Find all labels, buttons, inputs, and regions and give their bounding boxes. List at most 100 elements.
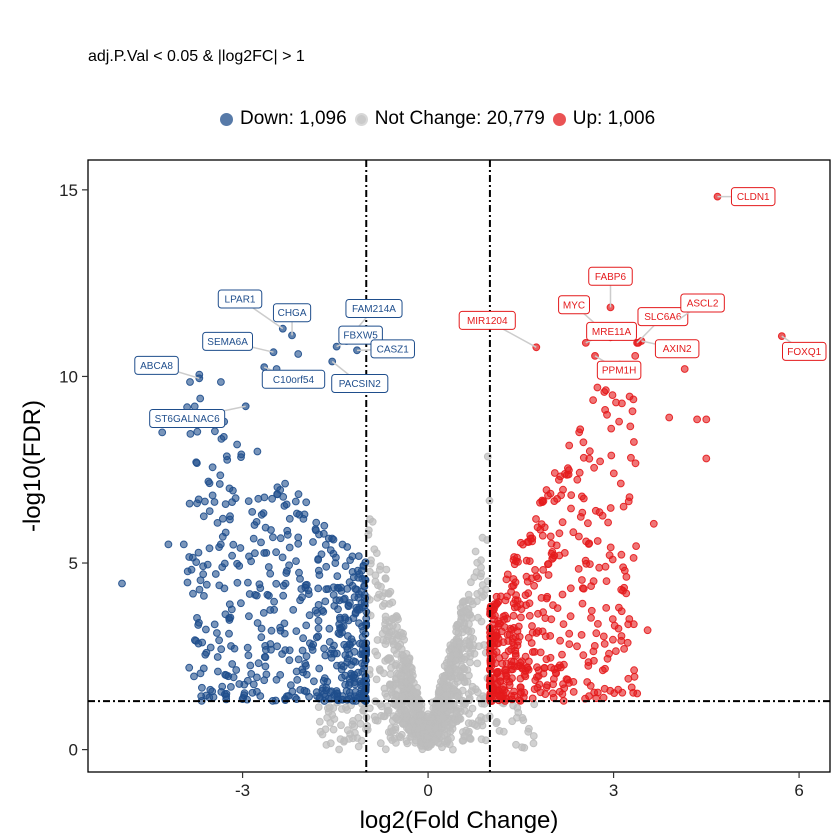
point-not-change bbox=[382, 565, 391, 574]
point-not-change bbox=[477, 617, 486, 626]
point-down bbox=[250, 521, 259, 529]
point-up bbox=[542, 486, 551, 494]
label-box-fbxw5 bbox=[338, 325, 383, 345]
point-down bbox=[314, 624, 323, 633]
point-down bbox=[311, 606, 320, 615]
point-up bbox=[608, 555, 617, 564]
point-up bbox=[499, 638, 508, 646]
point-not-change bbox=[392, 612, 401, 620]
label-box-axin2 bbox=[654, 339, 700, 359]
point-not-change bbox=[386, 670, 395, 678]
point-not-change bbox=[435, 701, 444, 709]
point-down bbox=[262, 549, 271, 557]
point-down bbox=[292, 627, 301, 635]
point-up bbox=[577, 631, 586, 639]
point-down bbox=[193, 427, 202, 436]
point-up bbox=[558, 690, 567, 698]
point-up bbox=[575, 532, 583, 541]
point-down bbox=[358, 574, 367, 583]
point-up bbox=[579, 453, 588, 462]
point-not-change bbox=[470, 649, 479, 658]
point-down bbox=[186, 430, 195, 438]
point-up bbox=[590, 463, 598, 472]
point-down bbox=[227, 683, 235, 691]
point-up bbox=[609, 635, 617, 644]
point-not-change bbox=[435, 730, 443, 739]
point-up bbox=[573, 642, 581, 651]
point-down bbox=[202, 648, 211, 657]
point-down bbox=[247, 670, 256, 678]
point-down bbox=[208, 463, 217, 472]
point-up bbox=[547, 549, 556, 558]
point-not-change bbox=[371, 571, 380, 580]
point-down bbox=[202, 580, 211, 589]
point-up bbox=[534, 574, 542, 583]
point-up bbox=[602, 577, 611, 585]
point-down bbox=[198, 638, 207, 647]
point-down bbox=[225, 600, 234, 609]
gene-label-fabp6: FABP6 bbox=[595, 272, 627, 283]
point-up bbox=[565, 679, 573, 687]
point-down bbox=[302, 498, 311, 507]
point-down bbox=[341, 562, 350, 570]
x-tick-label: 0 bbox=[423, 781, 432, 800]
point-down bbox=[264, 563, 273, 571]
point-up bbox=[555, 529, 564, 538]
point-up bbox=[603, 654, 612, 663]
point-up bbox=[521, 652, 530, 661]
point-not-change bbox=[446, 652, 455, 661]
point-not-change bbox=[477, 587, 486, 596]
point-down bbox=[158, 428, 167, 437]
point-not-change bbox=[428, 698, 437, 707]
point-up bbox=[525, 599, 534, 608]
point-down bbox=[326, 546, 335, 554]
point-down bbox=[205, 507, 214, 516]
point-down bbox=[249, 534, 258, 543]
point-not-change bbox=[437, 677, 445, 686]
point-up bbox=[553, 604, 562, 612]
point-up bbox=[607, 424, 616, 433]
point-not-change bbox=[377, 702, 386, 711]
point-down bbox=[341, 680, 350, 689]
point-down bbox=[221, 610, 230, 619]
point-down bbox=[259, 609, 268, 617]
legend-label-not-change: Not Change: 20,779 bbox=[374, 108, 545, 129]
point-sema6a bbox=[269, 348, 278, 357]
threshold-lines bbox=[88, 160, 830, 772]
label-box-ascl2 bbox=[680, 293, 725, 313]
gene-label-pacsin2: PACSIN2 bbox=[339, 379, 381, 390]
points-up bbox=[486, 192, 786, 705]
point-down bbox=[196, 394, 205, 403]
point-down bbox=[302, 652, 311, 661]
point-down bbox=[334, 584, 343, 593]
point-up bbox=[524, 633, 533, 642]
point-up bbox=[606, 686, 615, 695]
point-down bbox=[318, 606, 327, 615]
point-up bbox=[547, 615, 556, 624]
point-down bbox=[270, 597, 279, 606]
point-up bbox=[628, 407, 637, 416]
legend-item-not-change: Not Change: 20,779 bbox=[354, 108, 545, 130]
point-up bbox=[569, 688, 578, 696]
point-down bbox=[315, 664, 324, 673]
point-up bbox=[528, 648, 537, 656]
point-up bbox=[607, 451, 616, 460]
point-not-change bbox=[381, 745, 390, 754]
point-not-change bbox=[423, 712, 432, 721]
point-up bbox=[601, 386, 610, 395]
point-down bbox=[305, 611, 314, 620]
point-down bbox=[257, 624, 266, 633]
point-not-change bbox=[440, 662, 449, 670]
point-not-change bbox=[518, 714, 527, 722]
point-down bbox=[294, 539, 303, 548]
point-down bbox=[183, 567, 192, 576]
point-down bbox=[198, 683, 206, 692]
point-not-change bbox=[467, 597, 476, 606]
point-down bbox=[164, 540, 173, 549]
point-down bbox=[320, 644, 329, 653]
point-down bbox=[185, 499, 194, 508]
point-up bbox=[603, 410, 611, 419]
point-down bbox=[272, 579, 281, 588]
point-ppm1h bbox=[591, 352, 599, 360]
point-up bbox=[565, 640, 574, 648]
